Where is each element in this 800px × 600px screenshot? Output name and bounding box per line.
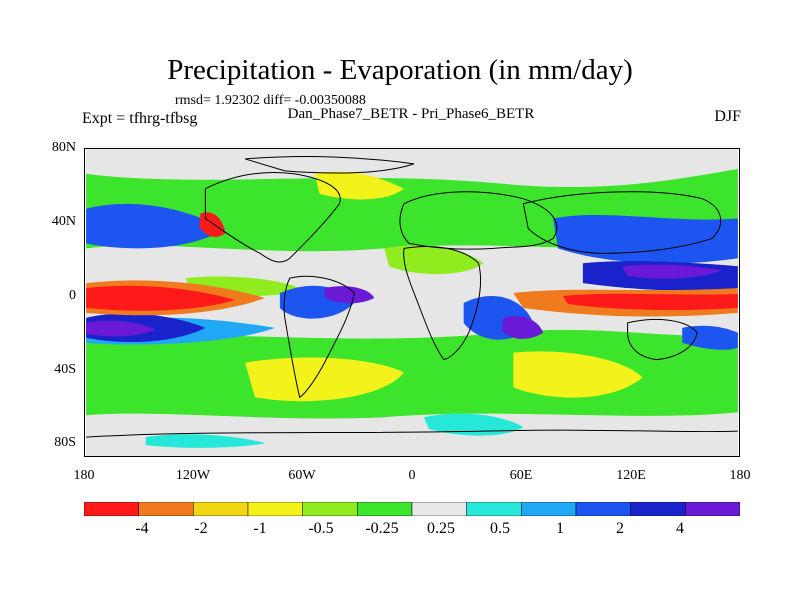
antarctica-coast [86, 429, 738, 438]
season-label: DJF [714, 108, 741, 125]
subtitle: Dan_Phase7_BETR - Pri_Phase6_BETR [287, 106, 535, 122]
spcz-purple [86, 320, 156, 337]
stats-text: rmsd= 1.92302 diff= -0.00350088 [175, 93, 366, 108]
lon-tick-label: 60E [509, 468, 533, 483]
colorbar-label: 1 [556, 520, 564, 537]
lat-tick-label: 0 [69, 288, 76, 303]
south-cyan [145, 434, 265, 448]
colorbar-segment [575, 502, 631, 516]
maritime-continent-purple [622, 264, 722, 279]
greenland-coast [244, 155, 415, 174]
south-america-coast [283, 275, 355, 399]
colorbar-label: -0.5 [308, 520, 334, 537]
colorbar-segment [193, 502, 249, 516]
lon-tick-label: 0 [408, 468, 416, 483]
indian-ocean-red [563, 293, 738, 311]
asia-coast [522, 191, 722, 254]
colorbar-segment [247, 502, 303, 516]
lon-tick-label: 180 [729, 468, 751, 483]
colorbar-segment [521, 502, 577, 516]
colorbar-label: -4 [135, 520, 149, 537]
east-pacific-red [86, 285, 236, 311]
australia-coast [627, 318, 698, 361]
colorbar-segment [685, 502, 740, 516]
colorbar-segment [84, 502, 139, 516]
colorbar-segment [138, 502, 194, 516]
lat-tick-label: 40N [51, 214, 76, 229]
colorbar-label: 4 [676, 520, 684, 537]
colorbar-segment [466, 502, 522, 516]
colorbar-label: -2 [194, 520, 208, 537]
colorbar-label: -0.25 [365, 520, 399, 537]
lon-tick-label: 120W [175, 468, 211, 483]
eurasia-coast [399, 191, 558, 250]
south-indian-yellow [513, 351, 643, 398]
north-america-coast [204, 172, 341, 263]
madagascar-purple [501, 316, 544, 339]
colorbar-segment [302, 502, 358, 516]
lat-tick-label: 40S [54, 362, 76, 377]
south-green-band [86, 329, 738, 419]
nw-pacific-blue [553, 215, 738, 264]
colorbar-label: -1 [253, 520, 267, 537]
colorbar-segment [630, 502, 686, 516]
lon-tick-label: 60W [288, 468, 316, 483]
map-title: Precipitation - Evaporation (in mm/day) [167, 54, 633, 86]
colorbar-segment [411, 502, 467, 516]
lon-tick-label: 180 [73, 468, 95, 483]
lon-tick-label: 120E [616, 468, 646, 483]
experiment-label: Expt = tfhrg-tfbsg [82, 110, 198, 127]
na-yellow-patch [314, 171, 405, 200]
precip-evap-map [84, 148, 740, 457]
north-pacific-blue [86, 203, 226, 249]
coastlines [86, 155, 738, 438]
colorbar-segment [357, 502, 413, 516]
lat-tick-label: 80N [51, 140, 76, 155]
colorbar-label: 0.25 [427, 520, 455, 537]
lat-tick-label: 80S [54, 435, 76, 450]
colorbar [84, 502, 740, 516]
antarctic-cyan [423, 413, 524, 436]
colorbar-label: 0.5 [490, 520, 510, 537]
africa-coast [403, 246, 481, 361]
south-atlantic-yellow [245, 357, 405, 402]
sahara-yellow-green [384, 245, 484, 275]
colorbar-label: 2 [616, 520, 624, 537]
amazon-purple [324, 286, 375, 304]
